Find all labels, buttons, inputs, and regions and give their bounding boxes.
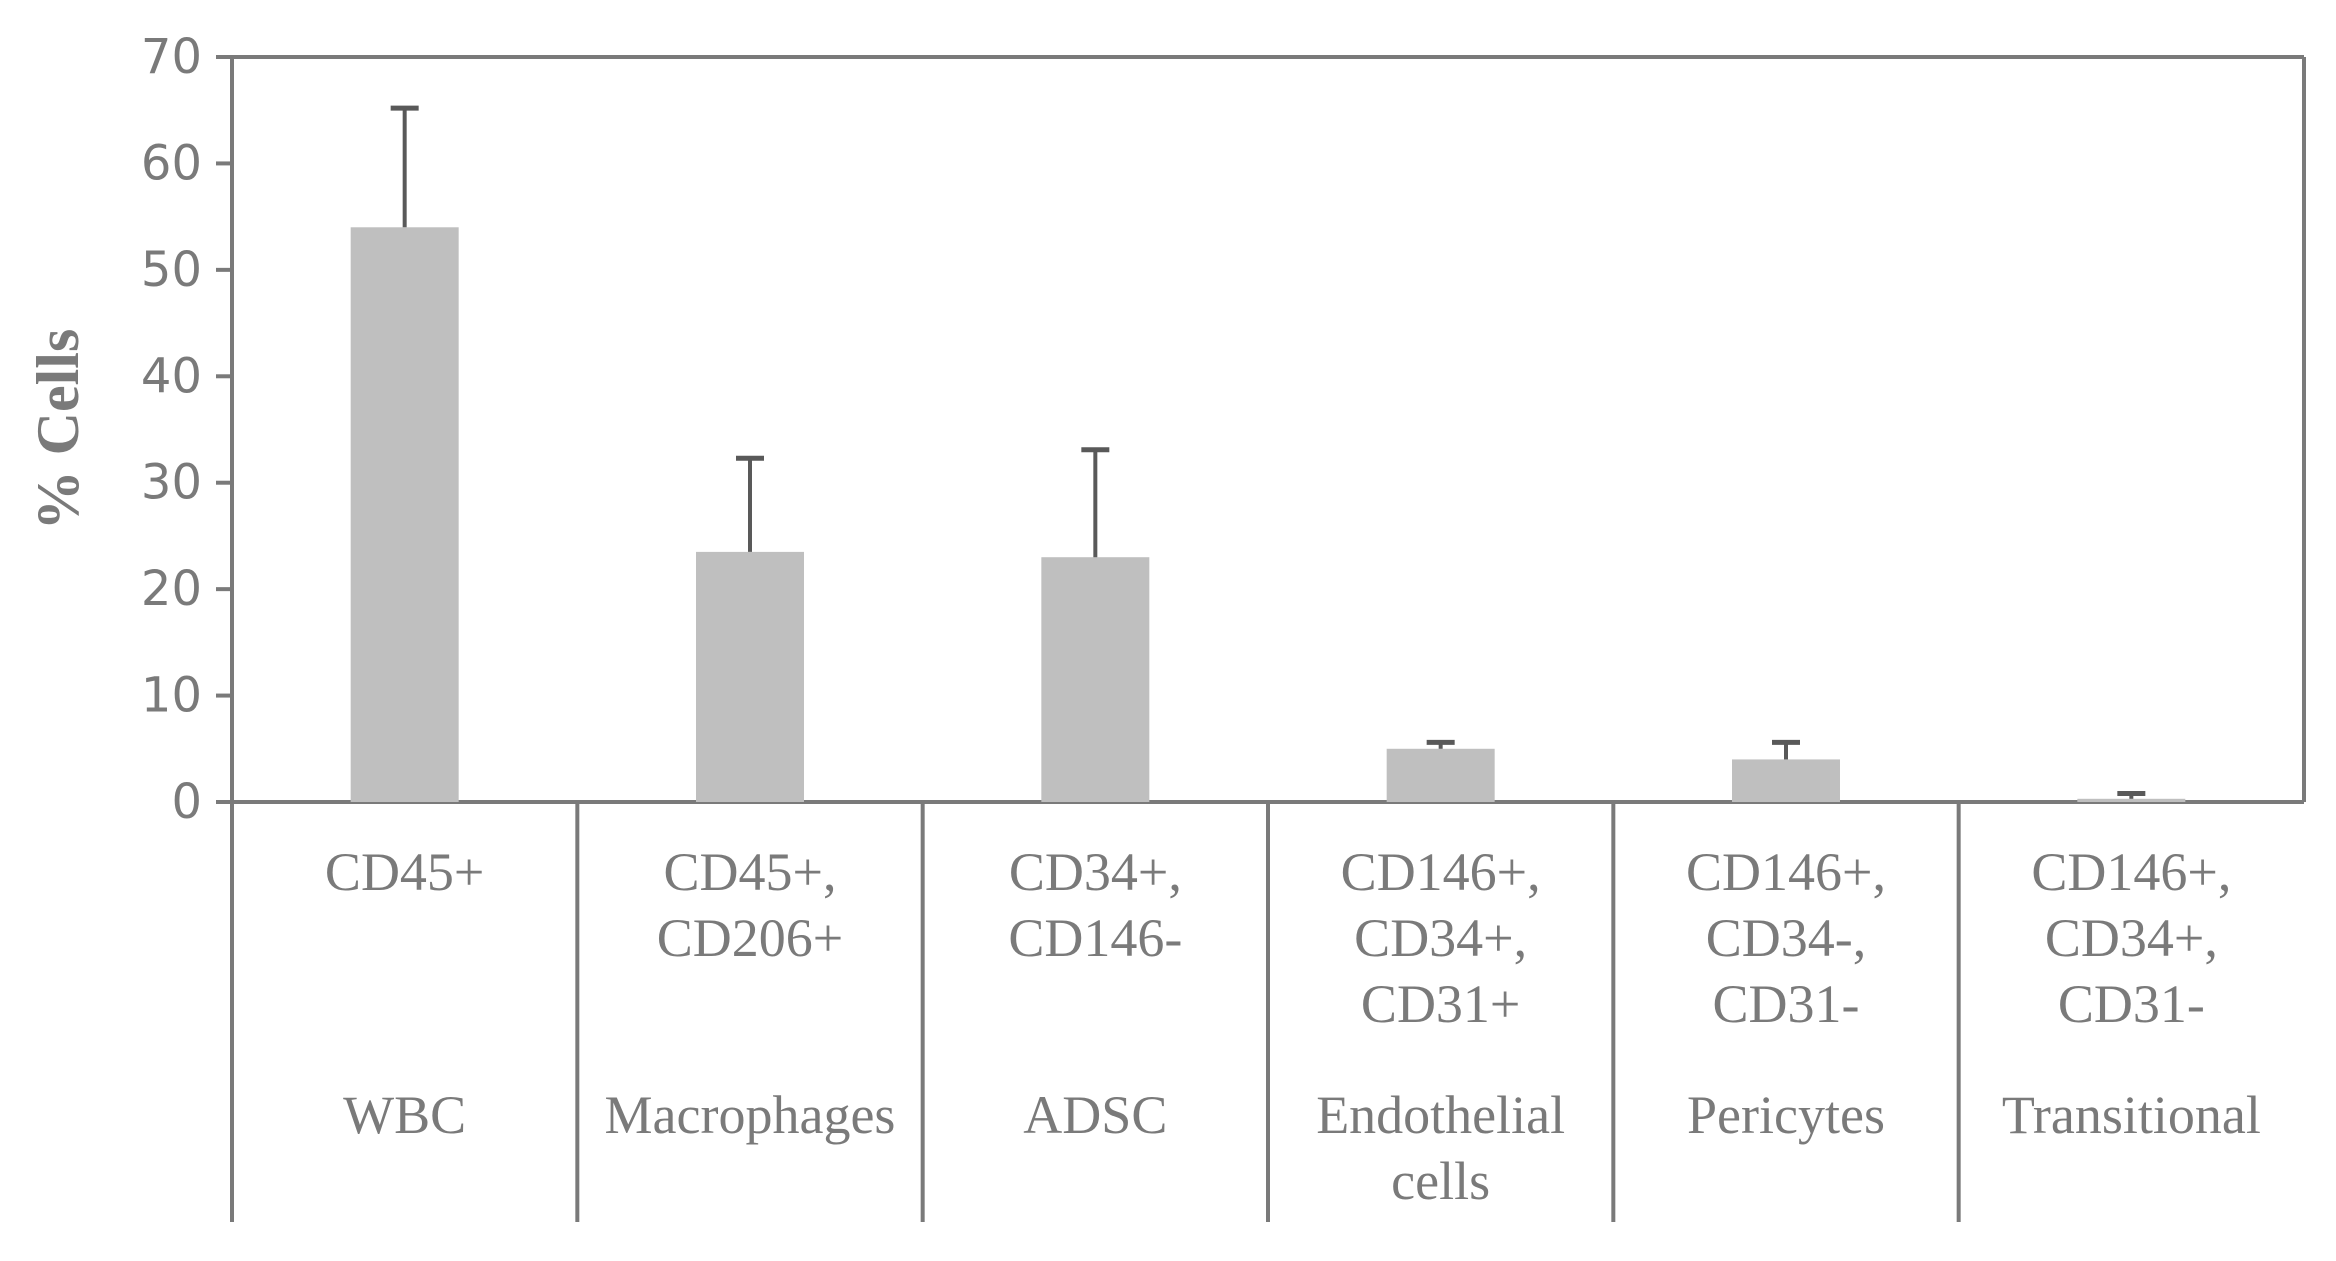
category-marker-label: CD31- — [1713, 974, 1860, 1034]
category-marker-label: CD45+, — [664, 842, 837, 902]
y-tick-label: 0 — [171, 774, 202, 830]
category-marker-label: CD31- — [2058, 974, 2205, 1034]
bar — [1386, 748, 1495, 802]
category-marker-label: CD34+, — [1009, 842, 1182, 902]
category-marker-label: CD146- — [1008, 908, 1182, 968]
y-tick-label: 50 — [141, 242, 202, 298]
y-tick-label: 20 — [141, 561, 202, 617]
category-marker-label: CD34+, — [2045, 908, 2218, 968]
bar — [1732, 759, 1840, 802]
y-tick-label: 10 — [141, 668, 202, 724]
category-name-label: WBC — [343, 1085, 466, 1145]
category-marker-label: CD146+, — [1341, 842, 1541, 902]
category-name-label: Endothelial — [1316, 1085, 1565, 1145]
category-marker-label: CD146+, — [2031, 842, 2231, 902]
y-tick-label: 60 — [141, 135, 202, 191]
category-name-label: cells — [1391, 1151, 1490, 1211]
y-tick-label: 30 — [141, 455, 202, 511]
category-name-label: Macrophages — [605, 1085, 896, 1145]
category-name-label: Transitional — [2002, 1085, 2261, 1145]
category-marker-label: CD31+ — [1361, 974, 1520, 1034]
category-name-label: Pericytes — [1687, 1085, 1885, 1145]
bar — [2077, 798, 2186, 802]
category-marker-label: CD34+, — [1354, 908, 1527, 968]
bar — [350, 227, 459, 803]
category-marker-label: CD206+ — [657, 908, 843, 968]
category-marker-label: CD146+, — [1686, 842, 1886, 902]
bar — [696, 551, 804, 802]
y-tick-label: 40 — [141, 348, 202, 404]
y-axis-label: % Cells — [25, 329, 91, 531]
category-marker-label: CD34-, — [1706, 908, 1867, 968]
y-tick-label: 70 — [141, 29, 202, 85]
bar — [1041, 557, 1150, 802]
category-name-label: ADSC — [1023, 1085, 1167, 1145]
category-marker-label: CD45+ — [325, 842, 484, 902]
